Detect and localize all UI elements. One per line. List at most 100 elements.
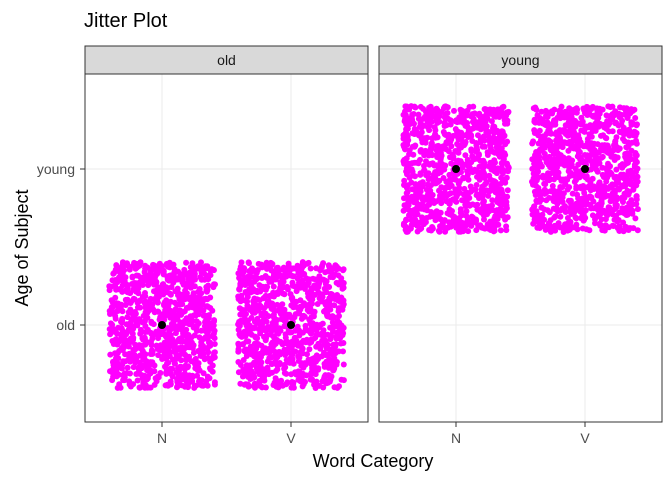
jitter-point xyxy=(443,192,450,199)
jitter-point xyxy=(325,373,332,380)
jitter-point xyxy=(428,182,434,189)
jitter-point xyxy=(559,144,566,151)
jitter-point xyxy=(301,313,308,320)
jitter-point xyxy=(558,177,565,184)
jitter-point xyxy=(586,111,593,118)
jitter-point xyxy=(426,111,433,118)
jitter-point xyxy=(483,123,490,130)
jitter-point xyxy=(315,284,322,291)
jitter-point xyxy=(179,276,186,283)
jitter-point xyxy=(278,285,285,292)
jitter-point xyxy=(415,115,422,122)
jitter-point xyxy=(558,103,565,110)
jitter-point xyxy=(452,126,459,133)
jitter-point xyxy=(598,216,605,223)
jitter-point xyxy=(142,262,149,269)
jitter-point xyxy=(451,107,457,114)
jitter-point xyxy=(545,127,552,134)
jitter-point xyxy=(619,117,626,124)
jitter-point xyxy=(181,350,188,357)
jitter-point xyxy=(277,281,284,287)
jitter-point xyxy=(198,327,205,334)
jitter-point xyxy=(237,311,244,318)
jitter-point xyxy=(193,327,200,334)
jitter-point xyxy=(620,175,627,182)
jitter-point xyxy=(271,315,278,322)
jitter-point xyxy=(538,163,545,170)
jitter-point xyxy=(578,215,584,222)
jitter-point xyxy=(587,152,594,159)
jitter-point xyxy=(420,221,427,228)
y-tick-label-young: young xyxy=(37,161,75,177)
jitter-point xyxy=(596,160,603,167)
jitter-point xyxy=(151,368,158,375)
jitter-point xyxy=(244,319,251,326)
jitter-point xyxy=(255,307,262,314)
jitter-point xyxy=(295,327,302,334)
jitter-point xyxy=(174,323,181,330)
jitter-point xyxy=(186,353,193,360)
jitter-point xyxy=(411,143,418,150)
jitter-point xyxy=(107,351,114,358)
jitter-point xyxy=(573,183,580,190)
jitter-point xyxy=(417,225,424,232)
jitter-point xyxy=(206,339,212,346)
jitter-point xyxy=(574,146,581,153)
jitter-point xyxy=(501,201,507,208)
jitter-point xyxy=(566,111,573,118)
jitter-point xyxy=(197,306,204,313)
jitter-point xyxy=(602,134,609,141)
jitter-point xyxy=(237,280,244,287)
jitter-point xyxy=(132,341,139,348)
jitter-point xyxy=(140,336,147,343)
jitter-point xyxy=(444,115,451,122)
jitter-point xyxy=(498,153,504,160)
jitter-point xyxy=(332,341,339,348)
jitter-point xyxy=(193,318,200,325)
jitter-point xyxy=(182,270,189,277)
jitter-point xyxy=(251,362,258,368)
jitter-point xyxy=(416,124,423,130)
jitter-point xyxy=(489,202,495,209)
jitter-point xyxy=(627,225,634,232)
jitter-point xyxy=(541,186,548,193)
jitter-point xyxy=(562,127,569,134)
jitter-point xyxy=(268,262,275,269)
jitter-point xyxy=(452,118,459,125)
jitter-point xyxy=(529,165,536,172)
jitter-point xyxy=(488,118,495,125)
jitter-point xyxy=(197,274,204,281)
jitter-point xyxy=(262,384,269,391)
jitter-point xyxy=(124,285,131,291)
jitter-point xyxy=(258,275,265,281)
jitter-point xyxy=(243,353,250,359)
jitter-point xyxy=(314,301,321,307)
jitter-point xyxy=(401,145,408,152)
jitter-point xyxy=(431,124,438,131)
jitter-point xyxy=(288,371,295,378)
jitter-point xyxy=(131,296,138,303)
jitter-point xyxy=(566,105,573,112)
jitter-point xyxy=(291,334,298,341)
jitter-point xyxy=(277,382,284,389)
jitter-point xyxy=(534,224,541,231)
strip-young xyxy=(378,45,663,75)
jitter-point xyxy=(318,276,325,283)
jitter-point xyxy=(460,228,467,235)
jitter-point xyxy=(567,209,574,216)
jitter-point xyxy=(594,168,601,175)
jitter-point xyxy=(119,282,126,289)
jitter-point xyxy=(318,264,325,271)
jitter-point xyxy=(335,265,342,272)
jitter-point xyxy=(489,223,495,230)
jitter-point xyxy=(628,156,635,163)
jitter-point xyxy=(552,196,559,203)
jitter-point xyxy=(259,312,266,319)
jitter-point xyxy=(578,185,584,192)
jitter-point xyxy=(119,259,126,266)
jitter-point xyxy=(332,350,339,357)
jitter-point xyxy=(424,202,431,209)
points-old xyxy=(106,259,347,391)
jitter-point xyxy=(174,384,180,391)
jitter-point xyxy=(452,176,459,183)
